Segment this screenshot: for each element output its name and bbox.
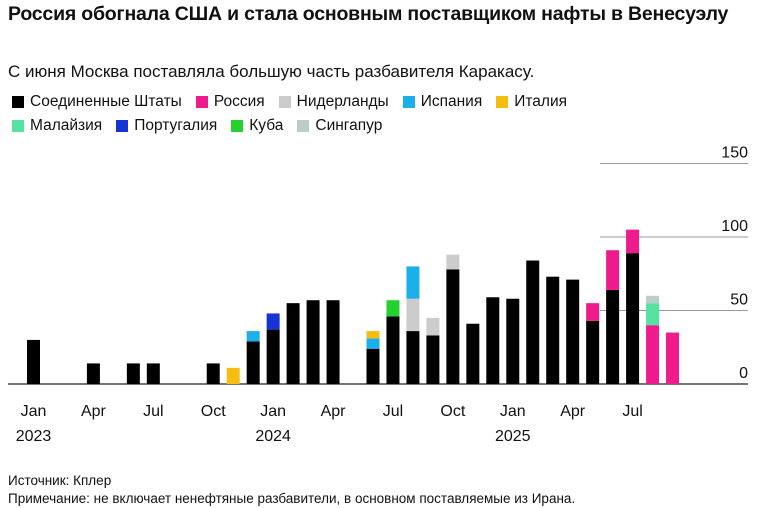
legend-item: Нидерланды (278, 92, 389, 112)
bar-segment (246, 341, 260, 384)
bar-segment (366, 348, 380, 384)
bar-segment (406, 298, 420, 332)
bar-segment (126, 363, 140, 384)
bar-segment (546, 276, 560, 384)
bar-segment (486, 297, 500, 384)
bar-segment (446, 269, 460, 384)
bars (27, 229, 680, 384)
bar-segment (586, 320, 600, 384)
x-tick-label: Jul (143, 403, 163, 420)
bar-segment (426, 317, 440, 336)
x-year-label: 2025 (495, 428, 531, 445)
legend-swatch (297, 120, 310, 132)
bar-segment (27, 339, 40, 384)
legend-swatch (496, 96, 509, 108)
chart-plot: 0 50 100 150 Jan 2023 Apr Jul Oct Jan 2024 Apr Jul O… (8, 145, 748, 445)
source-note: Источник: Кплер (8, 473, 112, 488)
y-tick-labels: 0 50 100 150 (721, 145, 748, 383)
legend-item: Португалия (116, 116, 217, 136)
bar-segment (586, 303, 600, 321)
x-tick-label: Jan (500, 403, 526, 420)
legend-item: Малайзия (12, 116, 102, 136)
legend-swatch (402, 96, 415, 108)
x-year-label: 2024 (255, 428, 291, 445)
legend-row-2: Малайзия Португалия Куба Сингапур (12, 116, 752, 136)
legend-row-1: Соединенные Штаты Россия Нидерланды Испания… (12, 92, 752, 112)
bar-segment (406, 266, 420, 299)
legend-item: Италия (496, 92, 567, 112)
legend-label: Соединенные Штаты (30, 93, 182, 110)
bar-segment (306, 300, 320, 384)
x-tick-label: Apr (560, 403, 586, 420)
bar-segment (366, 338, 380, 349)
bar-segment (246, 331, 260, 342)
legend-item: Сингапур (297, 116, 382, 136)
legend-label: Россия (213, 93, 265, 110)
x-tick-label: Jul (622, 403, 642, 420)
chart-subtitle: С июня Москва поставляла большую часть р… (8, 62, 535, 81)
x-tick-label: Apr (321, 403, 347, 420)
bar-segment (386, 316, 400, 384)
bar-segment (646, 295, 660, 304)
bar-segment (206, 363, 220, 384)
bar-segment (626, 253, 640, 384)
bar-segment (646, 303, 660, 326)
bar-segment (286, 303, 300, 384)
legend-label: Португалия (134, 117, 218, 134)
x-tick-label: Oct (440, 403, 465, 420)
bar-segment (606, 289, 620, 384)
bar-segment (266, 329, 280, 384)
bar-segment (366, 331, 380, 339)
bar-segment (466, 323, 480, 384)
bar-segment (86, 363, 100, 384)
legend-swatch (195, 96, 208, 108)
bar-segment (646, 325, 660, 384)
x-tick-labels: Jan 2023 Apr Jul Oct Jan 2024 Apr Jul Oct Jan 2025 A… (16, 403, 643, 445)
legend-item: Россия (195, 92, 265, 112)
y-tick-label: 150 (721, 145, 748, 162)
x-tick-label: Apr (81, 403, 107, 420)
legend-swatch (116, 120, 129, 132)
y-tick-label: 50 (730, 292, 748, 309)
legend-item: Соединенные Штаты (12, 92, 182, 112)
y-tick-label: 100 (721, 218, 748, 235)
legend-item: Куба (231, 116, 283, 136)
bar-segment (626, 229, 640, 254)
legend-label: Испания (420, 93, 483, 110)
legend-label: Италия (514, 93, 568, 110)
bar-segment (326, 300, 340, 384)
legend-label: Малайзия (30, 117, 103, 134)
x-tick-label: Oct (201, 403, 226, 420)
chart-title: Россия обогнала США и стала основным пос… (8, 3, 729, 25)
bar-segment (506, 298, 520, 384)
x-tick-label: Jan (260, 403, 286, 420)
bar-segment (226, 367, 240, 384)
bar-segment (606, 250, 620, 290)
legend-item: Испания (402, 92, 483, 112)
bar-segment (266, 313, 280, 330)
x-tick-label: Jul (383, 403, 403, 420)
bar-segment (566, 279, 580, 384)
x-tick-label: Jan (21, 403, 47, 420)
legend-swatch (12, 96, 24, 108)
bar-segment (406, 331, 420, 384)
y-tick-label: 0 (739, 365, 748, 382)
footnote: Примечание: не включает ненефтяные разба… (8, 491, 576, 506)
bar-segment (146, 363, 160, 384)
legend-label: Нидерланды (296, 93, 389, 110)
bar-segment (446, 254, 460, 270)
legend-swatch (12, 120, 24, 132)
bar-segment (666, 332, 680, 384)
legend-label: Куба (249, 117, 284, 134)
legend-swatch (231, 120, 244, 132)
legend-swatch (278, 96, 291, 108)
bar-segment (386, 300, 400, 317)
bar-segment (426, 335, 440, 384)
legend-label: Сингапур (315, 117, 383, 134)
bar-segment (526, 260, 540, 384)
x-year-label: 2023 (16, 428, 52, 445)
